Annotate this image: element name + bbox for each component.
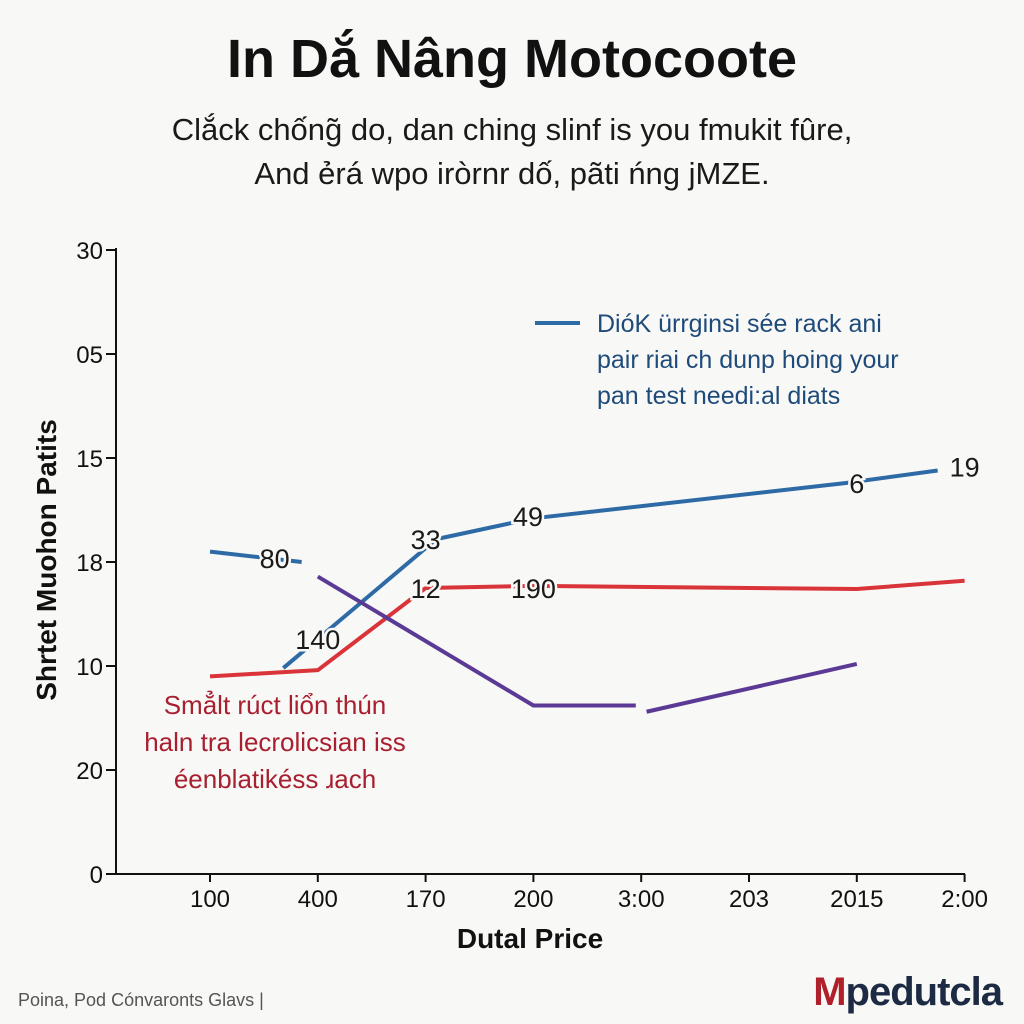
data-label: 190 bbox=[511, 574, 556, 604]
blue-series-line bbox=[209, 549, 302, 564]
x-axis-title: Dutal Price bbox=[457, 923, 603, 954]
y-axis-title: Shrtet Muohon Patits bbox=[31, 419, 62, 701]
x-tick-label: 100 bbox=[190, 886, 230, 913]
data-label: 140 bbox=[295, 625, 340, 655]
blue-series-line bbox=[282, 468, 938, 670]
purple-series-line bbox=[646, 661, 858, 714]
annotation-text: haln tra lecrolicsian iss bbox=[144, 727, 406, 757]
footer-caption: Poina, Pod Cónvaronts Glavs | bbox=[18, 990, 264, 1010]
y-tick-label: 18 bbox=[76, 550, 103, 577]
x-tick-label: 170 bbox=[406, 886, 446, 913]
x-tick-label: 400 bbox=[298, 886, 338, 913]
y-tick-label: 0 bbox=[90, 862, 103, 889]
purple-series-line bbox=[316, 574, 636, 708]
chart-title: In Dắ Nâng Motocoote bbox=[227, 29, 797, 89]
x-tick-label: 203 bbox=[729, 886, 769, 913]
subtitle-line-1: Clắck chống̃ do, dan ching slinf is you … bbox=[171, 112, 853, 147]
annotation-text: éenblatikéss ɹach bbox=[174, 764, 376, 794]
y-tick-label: 10 bbox=[76, 654, 103, 681]
annotation-text: Smẳlt rúct liổn thún bbox=[164, 689, 387, 720]
y-tick-label: 30 bbox=[76, 238, 103, 265]
subtitle-line-2: And ẻrá wpo iròrnr dố, pãti ńng jMZE. bbox=[254, 156, 770, 191]
y-tick-label: 15 bbox=[76, 446, 103, 473]
brand-logo: Mpedutcla bbox=[813, 970, 1003, 1014]
x-tick-label: 3:00 bbox=[618, 886, 665, 913]
data-label: 6 bbox=[849, 469, 864, 499]
data-label: 12 bbox=[411, 574, 441, 604]
x-tick-label: 2015 bbox=[830, 886, 883, 913]
legend-text: DióK ürrginsi sée rack ani bbox=[597, 310, 882, 338]
y-tick-label: 05 bbox=[76, 342, 103, 369]
red-series-line bbox=[209, 578, 965, 679]
data-label: 19 bbox=[950, 452, 980, 482]
legend-text: pan test needi:al diats bbox=[597, 382, 840, 410]
y-tick-label: 20 bbox=[76, 758, 103, 785]
data-label: 80 bbox=[260, 544, 290, 574]
x-tick-label: 200 bbox=[513, 886, 553, 913]
legend-text: pair riai ch dunp hoing your bbox=[597, 346, 899, 374]
data-label: 33 bbox=[411, 525, 441, 555]
data-label: 49 bbox=[513, 502, 543, 532]
x-tick-label: 2:00 bbox=[941, 886, 988, 913]
